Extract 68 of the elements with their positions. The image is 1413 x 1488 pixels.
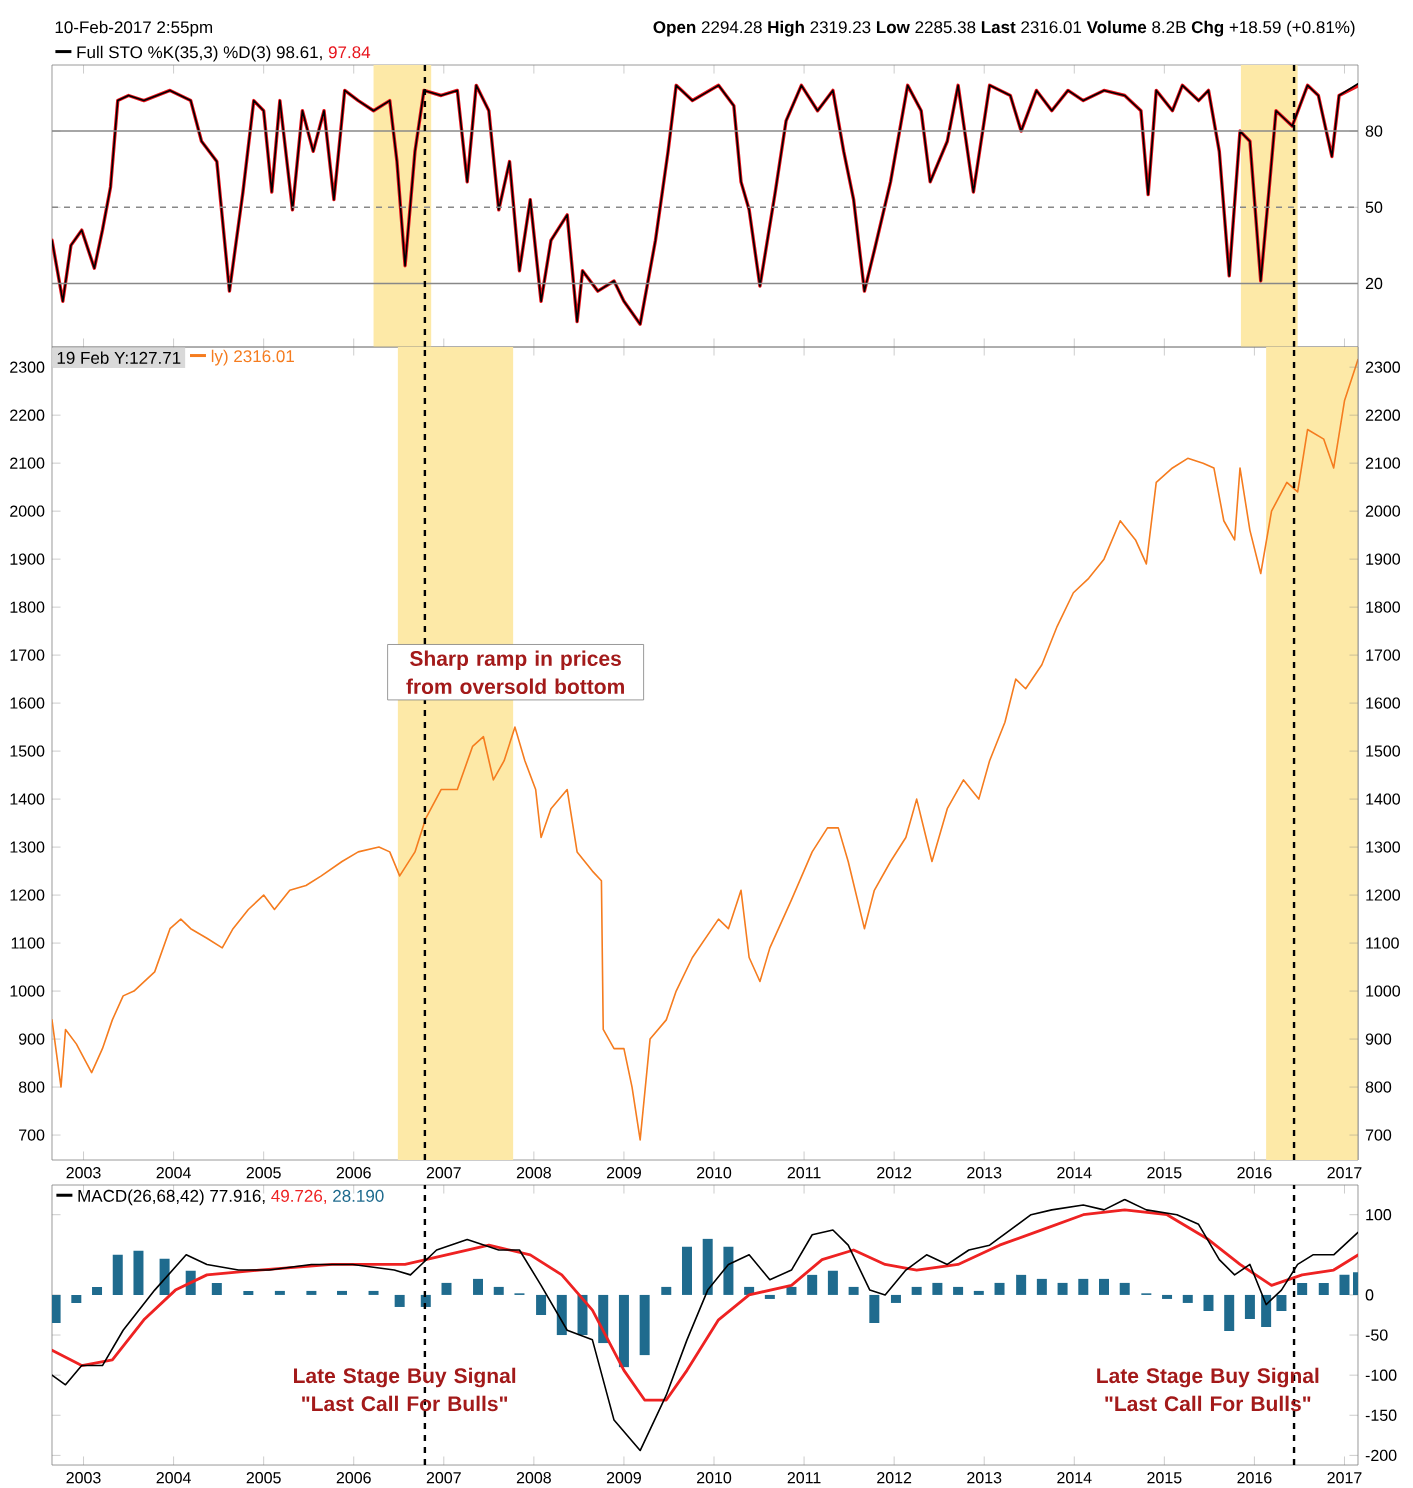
x-tick-label: 2014	[1057, 1472, 1092, 1484]
y-tick-label: 1200	[10, 889, 45, 901]
y-tick-label: -150	[1365, 1409, 1397, 1421]
annotation: Late Stage Buy Signal "Last Call For Bulls"	[294, 1367, 516, 1412]
x-tick-label: 2010	[697, 1167, 732, 1179]
x-tick-label: 2005	[246, 1472, 281, 1484]
y-tick-label: 700	[19, 1129, 45, 1141]
annotation: Sharp ramp in prices from oversold bottom	[406, 650, 624, 694]
y-tick-label: 0	[1365, 1289, 1374, 1301]
x-tick-label: 2006	[336, 1472, 371, 1484]
x-tick-label: 2011	[787, 1472, 821, 1484]
x-tick-label: 2009	[606, 1167, 641, 1179]
x-tick-label: 2017	[1327, 1472, 1362, 1484]
text: Open 2294.28 High 2319.23 Low 2285.38 Last 2316.01 Volume 8.2B Chg +18.59 (+0.81%)	[653, 20, 1355, 37]
x-tick-label: 2012	[877, 1472, 912, 1484]
y-tick-label: -50	[1365, 1329, 1388, 1341]
y-tick-label: 800	[18, 1081, 45, 1093]
x-tick-label: 2017	[1327, 1167, 1362, 1179]
y-tick-label: 2000	[10, 505, 45, 517]
y-tick-label: 1100	[11, 937, 45, 949]
x-tick-label: 2015	[1147, 1167, 1182, 1179]
x-tick-label: 2016	[1237, 1472, 1272, 1484]
x-tick-label: 2004	[156, 1472, 191, 1484]
y-tick-label: 1700	[10, 649, 45, 661]
x-tick-label: 2007	[426, 1167, 461, 1179]
text: 97.84	[328, 46, 371, 59]
annotation: Late Stage Buy Signal "Last Call For Bulls"	[1097, 1367, 1319, 1412]
y-tick-label: 900	[18, 1033, 45, 1045]
y-tick-label: 1400	[10, 793, 45, 805]
x-tick-label: 2003	[66, 1472, 101, 1484]
y-tick-label: 1000	[10, 985, 45, 997]
y-tick-label: 50	[1365, 201, 1383, 213]
annotation: 19 Feb Y:127.71	[57, 351, 181, 364]
x-tick-label: 2015	[1147, 1472, 1182, 1484]
x-tick-label: 2011	[787, 1167, 821, 1179]
x-tick-label: 2005	[246, 1167, 281, 1179]
y-tick-label: 80	[1365, 125, 1383, 137]
x-tick-label: 2013	[967, 1472, 1002, 1484]
x-tick-label: 2007	[426, 1472, 461, 1484]
text: 49.726,	[271, 1189, 327, 1204]
y-tick-label: 1600	[10, 697, 45, 709]
x-tick-label: 2010	[697, 1472, 732, 1484]
y-tick-label: 1800	[10, 601, 45, 613]
y-tick-label: -200	[1365, 1449, 1397, 1462]
y-tick-label: 2100	[10, 457, 45, 469]
x-tick-label: 2014	[1057, 1167, 1092, 1179]
x-tick-label: 2009	[606, 1472, 641, 1484]
x-tick-label: 2013	[967, 1167, 1002, 1179]
y-tick-label: 1900	[10, 553, 45, 565]
legend-label: Full STO %K(35,3) %D(3) 98.61,	[77, 45, 322, 62]
y-tick-label: 100	[1366, 1209, 1392, 1221]
y-tick-label: 1300	[10, 841, 45, 853]
x-tick-label: 2004	[156, 1167, 191, 1179]
x-tick-label: 2012	[877, 1167, 912, 1179]
text: 10-Feb-2017 2:55pm	[55, 20, 213, 37]
x-tick-label: 2008	[516, 1472, 551, 1484]
x-tick-label: 2016	[1237, 1167, 1272, 1179]
y-tick-label: -100	[1365, 1369, 1397, 1381]
text: 28.190	[333, 1189, 384, 1202]
x-tick-label: 2008	[516, 1167, 551, 1179]
x-tick-label: 2006	[336, 1167, 371, 1179]
y-tick-label: 1500	[10, 745, 45, 757]
y-tick-label: 2200	[10, 409, 45, 421]
y-tick-label: 2300	[10, 361, 45, 373]
text: MACD(26,68,42) 77.916,	[78, 1189, 265, 1206]
x-tick-label: 2003	[66, 1167, 101, 1179]
legend-label: ly) 2316.01	[211, 349, 294, 366]
y-tick-label: 20	[1365, 277, 1383, 290]
